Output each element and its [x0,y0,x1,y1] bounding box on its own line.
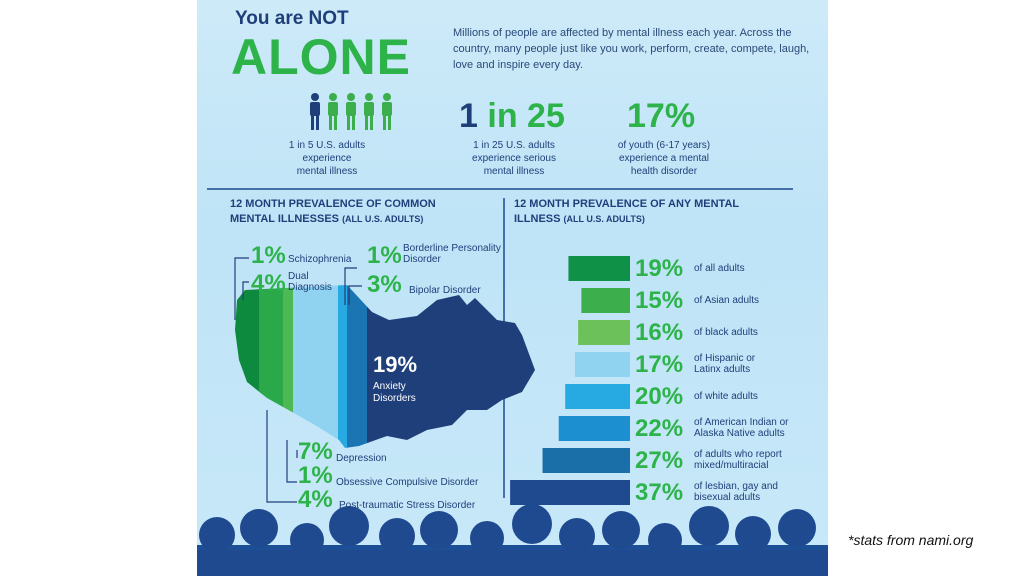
pct-ocd: 1% [298,462,333,489]
crowd-silhouettes [197,504,828,576]
stat-2-big-text: in 25 [487,97,565,135]
pct-schizophrenia: 1% [251,242,286,269]
pct-borderline: 1% [367,242,402,269]
attribution-text: *stats from nami.org [848,532,974,548]
bar-value-label: 20% [635,383,684,410]
right-section-title: 12 MONTH PREVALENCE OF ANY MENTAL ILLNES… [514,197,804,227]
bar-category-label: of Asian adults [694,295,819,306]
label-ocd: Obsessive Compulsive Disorder [336,477,479,488]
bar-7 [510,480,630,505]
right-section-title-line: ILLNESS [514,213,561,225]
bar-category-line: of adults who report [694,449,782,460]
stat-3-caption-line: of youth (6-17 years) [617,140,711,151]
stat-2-big: 1 in 25 [459,97,565,136]
bar-category-line: of all adults [694,263,745,274]
label-dual-diagnosis: Dual Diagnosis [288,271,332,293]
map-band-dual-diagnosis [259,285,283,448]
label-ptsd: Post-traumatic Stress Disorder [339,500,476,511]
bar-category-label: of adults who report mixed/multiracial [694,449,819,471]
bar-category-label: of American Indian or Alaska Native adult… [694,417,819,439]
prevalence-bar-chart [510,256,630,505]
people-icons [310,93,392,130]
intro-text: Millions of people are affected by menta… [453,27,810,71]
label-depression: Depression [336,453,387,464]
pct-bipolar: 3% [367,271,402,298]
bar-6 [542,448,630,473]
label-schizophrenia: Schizophrenia [288,254,352,265]
bar-value-label: 22% [635,415,684,442]
left-section-title-line: MENTAL ILLNESSES [230,213,339,225]
callout-lines [234,257,362,503]
right-section-title-sub: (ALL U.S. ADULTS) [563,214,645,224]
stat-2-caption-line: 1 in 25 U.S. adults [473,140,555,151]
map-band-ptsd [283,285,293,448]
left-section-title: 12 MONTH PREVALENCE OF COMMON MENTAL ILL… [230,197,490,227]
bar-category-line: of lesbian, gay and [694,481,778,492]
stat-1-caption-line: experience [302,153,352,164]
bar-1 [581,288,630,313]
bar-3 [574,352,630,377]
bar-category-line: bisexual adults [694,492,761,503]
bar-4 [565,384,630,409]
person-icon-green [328,93,392,130]
stat-2-caption-line: mental illness [483,166,545,177]
right-section-title-line: 12 MONTH PREVALENCE OF ANY MENTAL [514,198,740,210]
pct-dual-diagnosis: 4% [251,270,286,297]
bar-category-line: mixed/multiracial [694,460,769,471]
left-section-title-line: 12 MONTH PREVALENCE OF COMMON [230,198,436,210]
bar-2 [578,320,630,345]
pct-anxiety: 19% [373,352,418,377]
stat-3-caption-line: health disorder [630,166,698,177]
poster-background [197,93,828,576]
bar-category-label: of white adults [694,391,819,402]
label-anxiety: Anxiety Disorders [373,381,416,404]
bar-category-line: Alaska Native adults [694,428,785,439]
stat-2-big-number: 1 [459,97,478,135]
bar-0 [568,256,630,281]
stat-3-big: 17% [627,97,696,135]
bar-category-label: of Hispanic or Latinx adults [694,353,819,375]
bar-value-label: 19% [635,255,684,282]
stat-2-caption-line: experience serious [472,153,556,164]
bar-category-line: of Hispanic or [694,353,756,364]
bar-value-label: 17% [635,351,684,378]
map-band-borderline [338,285,347,448]
bar-value-label: 37% [635,479,684,506]
map-band-depression [293,285,338,448]
map-band-schizophrenia [235,285,262,448]
stat-1-caption-line: 1 in 5 U.S. adults [288,140,366,151]
pct-ptsd: 4% [298,486,333,513]
bar-category-label: of black adults [694,327,819,338]
map-band-bipolar [347,285,367,448]
bar-category-line: of black adults [694,327,758,338]
bar-value-label: 15% [635,287,684,314]
label-bipolar: Bipolar Disorder [409,285,481,296]
left-section-title-sub: (ALL U.S. ADULTS) [342,214,424,224]
bar-category-line: of American Indian or [694,417,789,428]
bar-category-line: of white adults [694,391,758,402]
stat-2-caption: 1 in 25 U.S. adults experience serious m… [459,139,569,178]
title-small: You are NOT [235,8,349,29]
pct-depression: 7% [298,438,333,465]
stat-1-caption-line: mental illness [296,166,358,177]
bar-category-line: of Asian adults [694,295,760,306]
bar-category-label: of all adults [694,263,819,274]
bar-category-label: of lesbian, gay and bisexual adults [694,481,819,503]
stat-3-caption: of youth (6-17 years) experience a menta… [609,139,719,178]
bar-value-label: 16% [635,319,684,346]
label-borderline: Borderline Personality Disorder [403,243,501,265]
infographic-poster: You are NOT ALONE Millions of people are… [197,0,828,576]
title-big: ALONE [231,29,411,85]
person-icon-blue [310,93,320,130]
bar-value-label: 27% [635,447,684,474]
bar-5 [558,416,630,441]
stat-3-caption-line: experience a mental [618,153,710,164]
bar-category-line: Latinx adults [694,364,751,375]
stat-1-caption: 1 in 5 U.S. adults experience mental ill… [272,139,382,178]
